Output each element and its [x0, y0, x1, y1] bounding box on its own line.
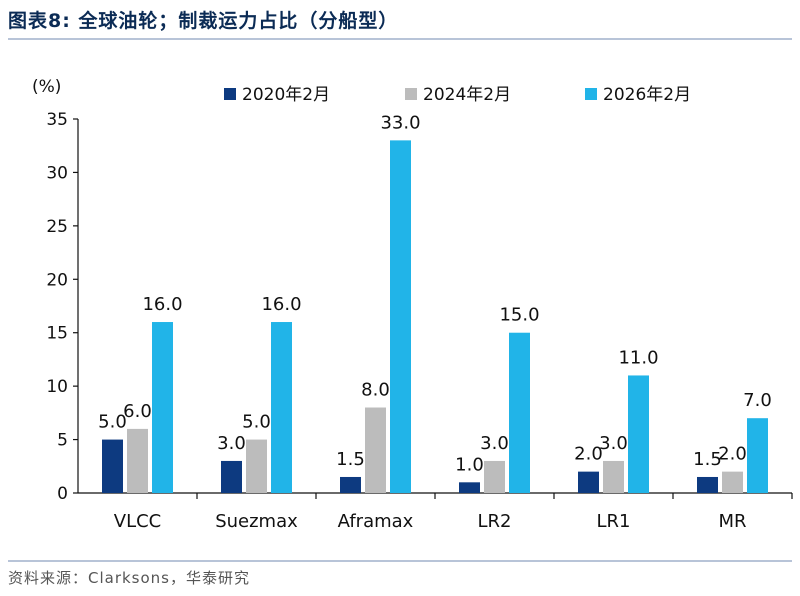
data-label: 5.0	[98, 412, 127, 433]
chart-axes: 0 5 10 15 20 25 30 35 (%) VLCC Suezmax Aframax LR2 LR…	[32, 77, 793, 532]
y-axis-unit: (%)	[32, 77, 61, 97]
data-label: 2.0	[574, 444, 603, 465]
chart-bars	[102, 140, 768, 493]
data-label: 3.0	[599, 433, 628, 454]
bar-2020	[697, 476, 718, 493]
y-tick-label: 15	[46, 324, 68, 344]
data-label: 8.0	[361, 380, 390, 401]
legend-label: 2024年2月	[423, 85, 511, 105]
legend-swatch	[585, 88, 597, 100]
y-tick-label: 10	[46, 377, 68, 397]
y-tick-label: 5	[57, 431, 68, 451]
data-label: 6.0	[123, 401, 152, 422]
source-note: 资料来源：Clarksons，华泰研究	[8, 569, 251, 587]
data-label: 3.0	[217, 433, 246, 454]
data-label: 33.0	[380, 112, 420, 133]
bar-2024	[484, 460, 505, 493]
chart-data-labels: 5.06.016.03.05.016.01.58.033.01.03.015.0…	[98, 112, 772, 475]
data-label: 16.0	[261, 294, 301, 315]
y-tick-label: 0	[57, 484, 68, 504]
legend-label: 2020年2月	[242, 85, 330, 105]
data-label: 1.5	[693, 449, 722, 470]
legend-swatch	[224, 88, 236, 100]
y-tick-label: 30	[46, 163, 68, 183]
bar-chart: 0 5 10 15 20 25 30 35 (%) VLCC Suezmax Aframax LR2 LR…	[32, 77, 793, 532]
legend-swatch	[405, 88, 417, 100]
data-label: 16.0	[142, 294, 182, 315]
data-label: 11.0	[618, 347, 658, 368]
bar-2026	[509, 332, 530, 493]
x-category-label: VLCC	[114, 511, 161, 532]
top-divider	[8, 38, 792, 40]
x-category-label: Suezmax	[215, 511, 298, 532]
bar-2020	[221, 460, 242, 493]
bar-2020	[340, 476, 361, 493]
y-tick-label: 20	[46, 270, 68, 290]
bar-2024	[603, 460, 624, 493]
bar-2026	[628, 375, 649, 493]
bar-2026	[152, 322, 173, 493]
y-tick-label: 25	[46, 217, 68, 237]
bottom-divider	[8, 560, 792, 562]
bar-2024	[246, 439, 267, 493]
chart-legend: 2020年2月 2024年2月 2026年2月	[224, 85, 691, 105]
bar-2026	[271, 322, 292, 493]
x-category-label: MR	[718, 511, 746, 532]
x-category-label: Aframax	[338, 511, 414, 532]
data-label: 7.0	[743, 390, 772, 411]
x-category-label: LR2	[478, 511, 512, 532]
legend-label: 2026年2月	[603, 85, 691, 105]
bar-2026	[390, 140, 411, 493]
bar-2020	[459, 482, 480, 493]
data-label: 2.0	[718, 444, 747, 465]
bar-2020	[578, 471, 599, 493]
bar-2026	[747, 418, 768, 493]
bar-2020	[102, 439, 123, 493]
data-label: 1.5	[336, 449, 365, 470]
bar-2024	[365, 407, 386, 493]
bar-2024	[722, 471, 743, 493]
data-label: 5.0	[242, 412, 271, 433]
data-label: 1.0	[455, 454, 484, 475]
y-tick-label: 35	[46, 110, 68, 130]
data-label: 3.0	[480, 433, 509, 454]
x-category-label: LR1	[597, 511, 631, 532]
data-label: 15.0	[499, 305, 539, 326]
figure-title: 图表8: 全球油轮；制裁运力占比（分船型）	[8, 10, 399, 32]
bar-2024	[127, 428, 148, 493]
